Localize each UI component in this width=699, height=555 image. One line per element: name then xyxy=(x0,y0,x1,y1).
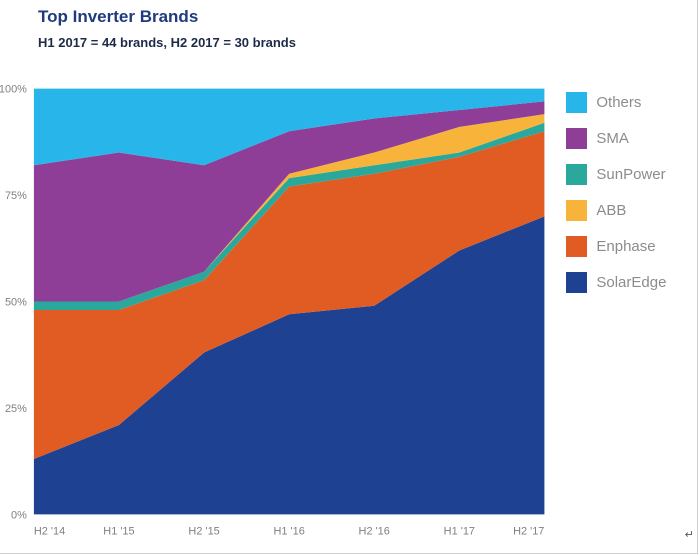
area-others xyxy=(33,88,545,166)
plot-area: 0% 25% 50% 75% 100% H2 '14 H1 '15 H2 '15 H1 '16 H… xyxy=(0,84,545,538)
x-axis-tick-label: H2 '16 xyxy=(359,525,390,537)
legend-label: Enphase xyxy=(596,238,656,255)
legend-label: ABB xyxy=(596,202,627,219)
area-abb xyxy=(33,114,545,302)
area-sunpower xyxy=(33,122,545,310)
legend-label: SolarEdge xyxy=(596,274,667,291)
x-axis-tick-label: H1 '15 xyxy=(103,525,134,537)
x-axis-tick-label: H2 '14 xyxy=(34,525,65,537)
legend-swatch-others xyxy=(566,92,588,113)
chart-header: Top Inverter Brands H1 2017 = 44 brands,… xyxy=(0,0,697,50)
legend-label: Others xyxy=(596,94,642,111)
chart-legend: Others SMA SunPower ABB Enphase SolarEdge xyxy=(556,63,697,543)
x-axis-tick-label: H2 '17 xyxy=(513,525,544,537)
legend-item-solaredge: SolarEdge xyxy=(566,272,697,293)
y-axis-tick-label: 50% xyxy=(5,296,27,308)
legend-swatch-solaredge xyxy=(566,272,588,293)
chart-subtitle: H1 2017 = 44 brands, H2 2017 = 30 brands xyxy=(38,35,296,50)
legend-swatch-abb xyxy=(566,200,588,221)
area-solaredge xyxy=(33,216,545,515)
x-axis-tick-label: H1 '17 xyxy=(444,525,475,537)
legend-item-others: Others xyxy=(566,92,697,113)
chart-title: Top Inverter Brands xyxy=(38,7,199,26)
legend-item-enphase: Enphase xyxy=(566,236,697,257)
area-sma xyxy=(33,101,545,302)
x-axis-tick-label: H2 '15 xyxy=(188,525,219,537)
legend-swatch-sma xyxy=(566,128,588,149)
x-axis-tick-label: H1 '16 xyxy=(273,525,304,537)
legend-swatch-enphase xyxy=(566,236,588,257)
legend-label: SMA xyxy=(596,130,629,147)
stacked-area-chart: 0% 25% 50% 75% 100% H2 '14 H1 '15 H2 '15 H1 '16 H… xyxy=(0,63,697,543)
legend-swatch-sunpower xyxy=(566,164,588,185)
legend-label: SunPower xyxy=(596,166,666,183)
corner-artifact: ↵ xyxy=(684,529,694,541)
y-axis-tick-label: 0% xyxy=(11,509,27,521)
area-enphase xyxy=(33,131,545,460)
legend-item-sunpower: SunPower xyxy=(566,164,697,185)
y-axis-tick-label: 100% xyxy=(0,84,27,96)
legend-item-abb: ABB xyxy=(566,200,697,221)
y-axis-tick-label: 75% xyxy=(5,190,27,202)
legend-item-sma: SMA xyxy=(566,128,697,149)
y-axis-tick-label: 25% xyxy=(5,403,27,415)
